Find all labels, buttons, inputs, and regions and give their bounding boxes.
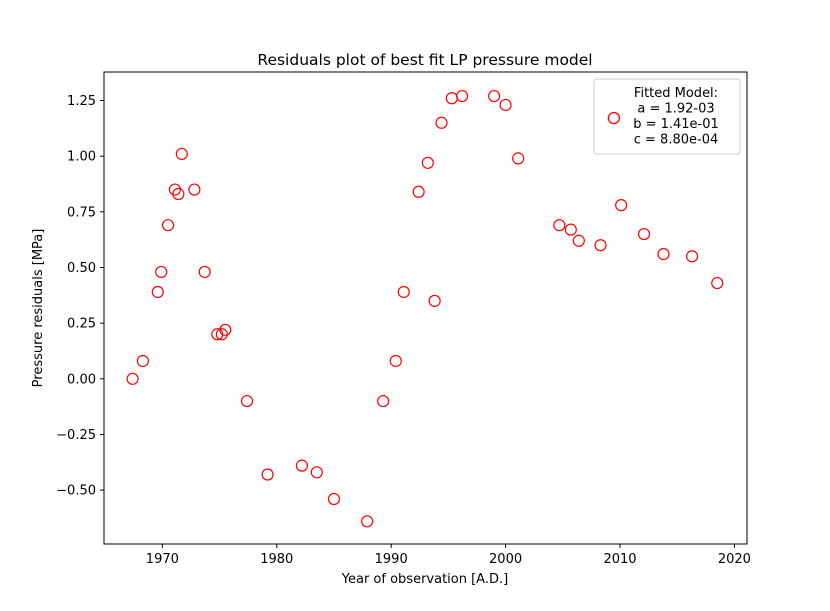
data-point [397,285,410,299]
data-point [428,294,441,307]
data-point [310,466,323,479]
legend-line: b = 1.41e-01 [633,117,719,132]
x-axis-title: Year of observation [A.D.] [341,572,508,587]
x-tick-label: 1990 [375,552,408,567]
data-point [215,328,228,341]
data-point [572,234,585,247]
data-point [155,265,168,279]
data-point [172,187,185,201]
data-point [361,515,374,528]
y-tick-label: 0.25 [67,317,96,332]
data-point [389,354,402,368]
data-point [240,394,254,408]
legend-marker [607,111,621,125]
y-tick-label: 1.25 [67,94,96,109]
legend-line: a = 1.92-03 [637,102,714,117]
data-points [126,89,724,528]
data-point [219,323,232,336]
data-point [198,265,211,279]
plot-area-frame [103,71,748,545]
legend-label: Fitted Model: a = 1.92-03 b = 1.41e-01 c = … [633,86,719,148]
data-point [126,372,139,385]
y-tick-label: 0.50 [67,261,96,276]
x-tick-label: 2000 [489,552,522,567]
legend-box [593,78,741,155]
legend: Fitted Model: a = 1.92-03 b = 1.41e-01 c = … [593,78,741,155]
data-point [711,276,724,290]
legend-line: Fitted Model: [634,86,718,101]
axis-ticks: 1970 1980 1990 2000 2010 2020 −0.50 −0.25 0.00 0.… [56,94,751,567]
data-point [151,285,164,299]
x-tick-label: 1980 [260,552,293,567]
y-tick-label: 0.75 [67,205,96,220]
data-point [421,156,434,169]
data-point [456,89,469,103]
data-point [553,219,566,232]
legend-line: c = 8.80e-04 [634,133,718,148]
x-tick-label: 2010 [603,552,636,567]
x-tick-label: 2020 [718,552,751,567]
y-tick-label: 0.00 [67,372,96,387]
data-point [435,116,448,129]
data-point [594,239,607,252]
data-point [188,183,201,196]
data-point [136,354,150,368]
data-point [445,92,458,105]
data-point [295,459,309,472]
chart-title: Residuals plot of best fit LP pressure m… [257,51,592,69]
data-point [327,492,341,506]
data-point [412,185,425,198]
data-point [685,250,699,263]
data-point [261,468,274,481]
y-tick-label: −0.50 [56,484,96,499]
data-point [175,147,188,161]
data-point [564,223,577,236]
data-point [615,199,628,212]
data-point [168,183,182,196]
x-tick-label: 1970 [146,552,179,567]
y-tick-label: 1.00 [67,150,96,165]
data-point [161,219,175,232]
data-point [488,89,501,103]
data-point [377,394,390,408]
y-axis-title: Pressure residuals [MPa] [31,229,46,388]
data-point [499,98,512,112]
y-tick-label: −0.25 [56,428,96,443]
data-point [657,248,670,261]
data-point [512,152,525,165]
data-point [637,227,651,241]
